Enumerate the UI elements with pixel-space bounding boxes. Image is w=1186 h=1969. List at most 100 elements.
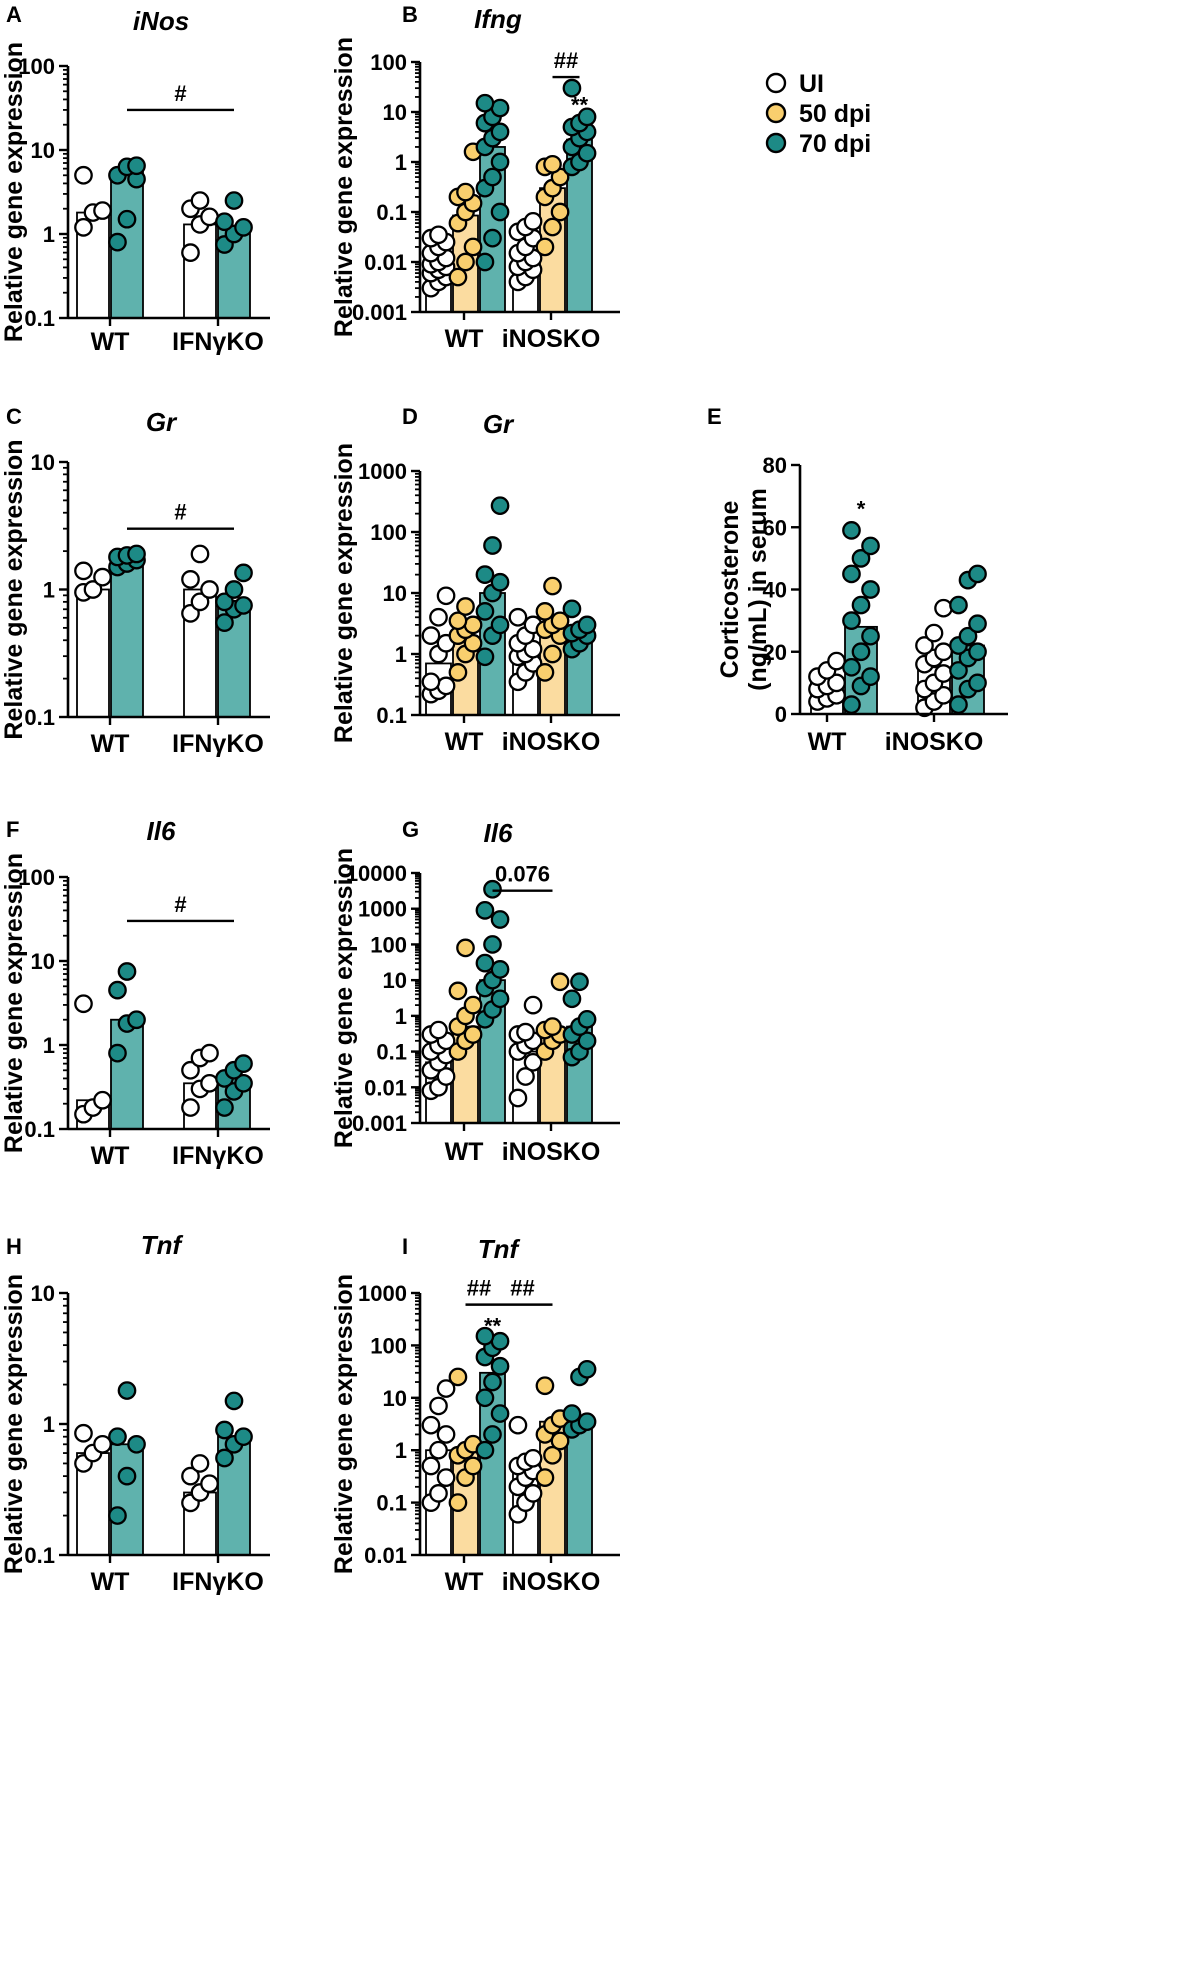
y-axis-label: Relative gene expression xyxy=(0,42,28,342)
y-tick-label: 0.1 xyxy=(24,1117,55,1142)
data-point-wt-70-dpi xyxy=(117,1466,137,1486)
panel-letter: F xyxy=(6,817,19,842)
data-point-inosko-70-dpi xyxy=(562,989,582,1009)
data-point-wt-ui xyxy=(436,1425,456,1444)
data-point-wt-70-dpi xyxy=(490,960,510,979)
data-point-inosko-ui xyxy=(508,1415,528,1435)
data-point-wt-ui xyxy=(429,1020,448,1040)
data-point-wt-70-dpi xyxy=(475,900,495,920)
data-point-wt-ui xyxy=(436,1468,456,1487)
data-point-wt-70-dpi xyxy=(108,1043,127,1063)
data-point-inosko-50-dpi xyxy=(550,972,570,992)
data-point-wt-ui xyxy=(429,225,448,245)
data-point-wt-ui xyxy=(436,676,456,696)
data-point-wt-50-dpi xyxy=(463,615,483,635)
chart-title: iNos xyxy=(133,6,189,36)
x-tick-label: IFNγKO xyxy=(172,1142,264,1170)
data-point-wt-70-dpi xyxy=(127,1010,146,1030)
y-tick-label: 0.001 xyxy=(352,300,407,325)
data-point-inosko-70-dpi xyxy=(562,1404,582,1423)
data-point-ifn-ko-70-dpi xyxy=(215,613,234,632)
data-point-inosko-70-dpi xyxy=(562,599,582,619)
legend-marker-ui xyxy=(765,72,787,94)
data-point-inosko-70-dpi xyxy=(968,564,987,584)
y-axis-label: Relative gene expression xyxy=(0,853,28,1153)
bar-wt-70-dpi xyxy=(110,1443,144,1556)
data-point-wt-70-dpi xyxy=(108,232,127,252)
chart-title: Il6 xyxy=(484,818,513,848)
data-point-wt-50-dpi xyxy=(463,1456,483,1476)
y-tick-label: 1000 xyxy=(358,459,407,484)
y-tick-label: 0.1 xyxy=(24,1543,55,1568)
y-tick-label: 100 xyxy=(370,1333,407,1358)
panel-letter: D xyxy=(402,404,418,429)
data-point-ifn-ko-ui xyxy=(181,570,200,589)
data-point-wt-ui xyxy=(74,561,93,581)
data-point-wt-ui xyxy=(93,567,112,587)
data-point-wt-ui xyxy=(436,1067,456,1086)
data-point-ifn-ko-ui xyxy=(181,243,200,262)
data-point-wt-70-dpi xyxy=(490,496,510,516)
y-axis-label: (ng/mL) in serum xyxy=(744,488,772,691)
data-point-inosko-50-dpi xyxy=(535,1376,555,1396)
significance-star: * xyxy=(857,497,866,522)
data-point-ifn-ko-ui xyxy=(200,580,219,599)
data-point-inosko-50-dpi xyxy=(543,644,562,664)
data-point-wt-50-dpi xyxy=(456,597,475,616)
data-point-wt-70-dpi xyxy=(475,953,495,973)
data-point-ifn-ko-70-dpi xyxy=(224,191,244,210)
data-point-wt-70-dpi xyxy=(483,536,502,555)
y-tick-label: 0.1 xyxy=(376,703,407,728)
y-tick-label: 1 xyxy=(395,150,407,175)
significance-label: # xyxy=(174,892,186,917)
y-tick-label: 1 xyxy=(395,1438,407,1463)
y-tick-label: 10 xyxy=(383,968,407,993)
significance-label: ## xyxy=(554,48,578,73)
data-point-wt-70-dpi xyxy=(475,1388,495,1408)
panel-letter: G xyxy=(402,817,419,842)
bar-inosko-70-dpi xyxy=(566,1420,593,1556)
data-point-wt-70-dpi xyxy=(475,647,495,667)
data-point-inosko-70-dpi xyxy=(949,661,968,680)
data-point-inosko-70-dpi xyxy=(968,673,987,693)
data-point-ifn-ko-70-dpi xyxy=(234,563,253,583)
data-point-wt-70-dpi xyxy=(842,695,861,715)
data-point-wt-70-dpi xyxy=(475,252,495,272)
data-point-wt-ui xyxy=(74,1423,93,1443)
data-point-ifn-ko-70-dpi xyxy=(224,580,244,599)
data-point-wt-70-dpi xyxy=(475,602,495,621)
data-point-wt-70-dpi xyxy=(475,565,495,584)
data-point-wt-70-dpi xyxy=(842,611,861,630)
data-point-wt-50-dpi xyxy=(448,663,468,682)
data-point-ifn-ko-70-dpi xyxy=(234,1054,253,1073)
chart-title: Ifng xyxy=(474,4,522,34)
y-tick-label: 10000 xyxy=(346,861,407,886)
x-tick-label: WT xyxy=(445,1138,484,1166)
x-tick-label: IFNγKO xyxy=(172,328,264,356)
significance-star: ** xyxy=(484,1313,502,1338)
data-point-wt-70-dpi xyxy=(861,667,880,687)
data-point-inosko-50-dpi xyxy=(550,202,570,222)
data-point-ifn-ko-ui xyxy=(190,544,210,564)
data-point-wt-ui xyxy=(429,1396,448,1416)
legend-label-50dpi: 50 dpi xyxy=(799,100,871,128)
data-point-wt-ui xyxy=(827,673,846,693)
y-tick-label: 0.001 xyxy=(352,1111,407,1136)
data-point-inosko-70-dpi xyxy=(577,1009,597,1029)
bar-ifn-ko-ui xyxy=(183,223,217,319)
data-point-ifn-ko-70-dpi xyxy=(215,1098,234,1117)
data-point-wt-70-dpi xyxy=(861,580,880,599)
data-point-wt-50-dpi xyxy=(456,252,475,272)
data-point-ifn-ko-ui xyxy=(190,191,210,210)
data-point-wt-70-dpi xyxy=(842,564,861,584)
data-point-inosko-70-dpi xyxy=(577,1359,597,1379)
y-tick-label: 10 xyxy=(31,450,55,475)
data-point-inosko-50-dpi xyxy=(543,1445,562,1465)
y-tick-label: 20 xyxy=(763,640,787,665)
y-tick-label: 10 xyxy=(383,100,407,125)
data-point-ifn-ko-70-dpi xyxy=(234,1073,253,1093)
data-point-inosko-70-dpi xyxy=(968,642,987,662)
